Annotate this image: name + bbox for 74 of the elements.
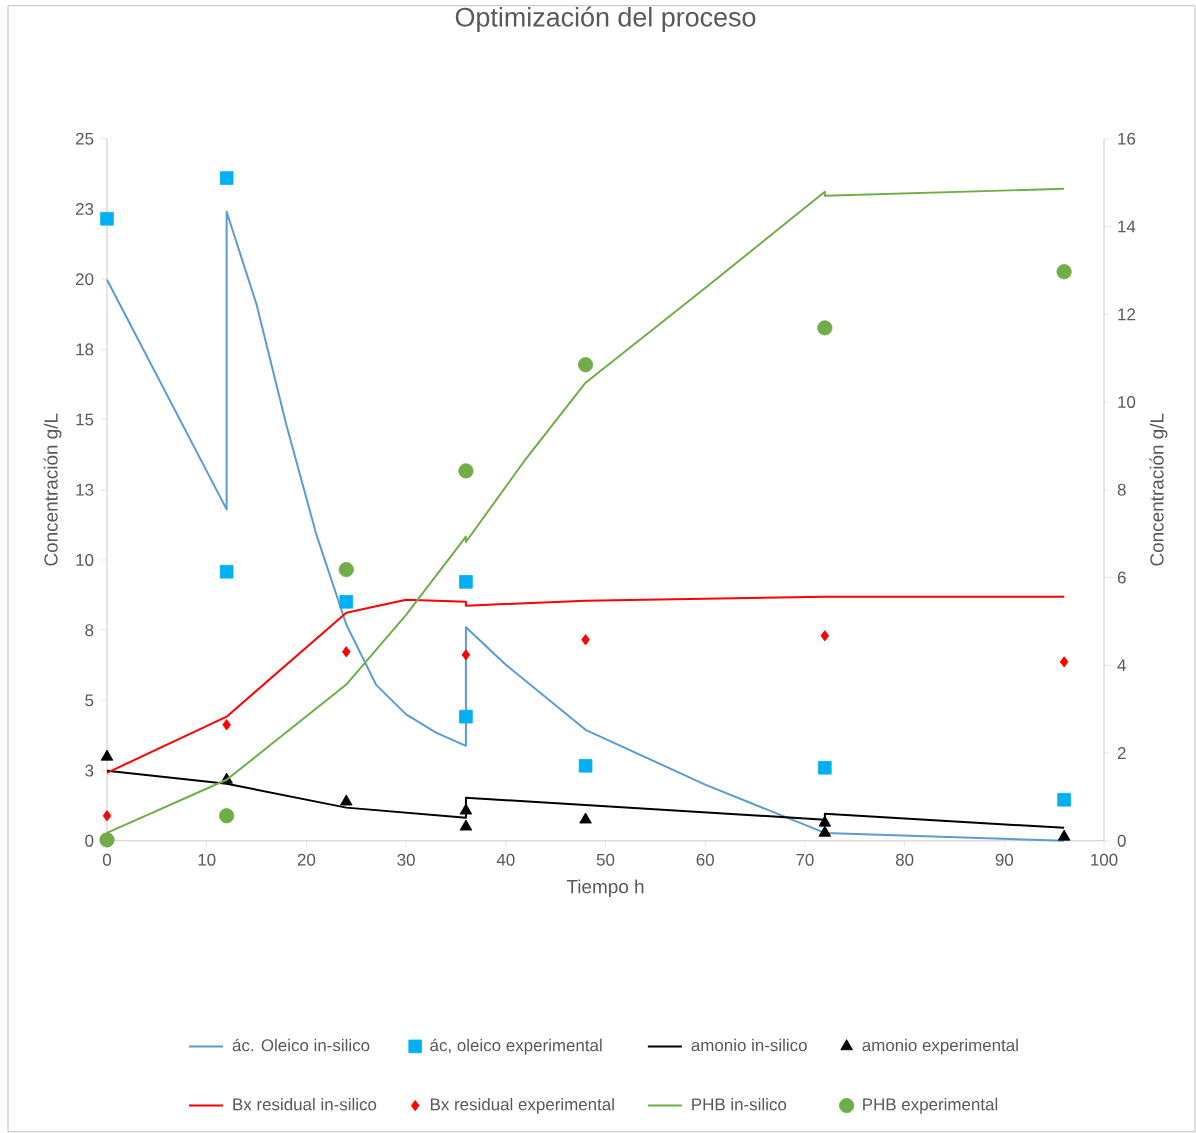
point [222, 719, 231, 731]
y2-tick-label: 6 [1117, 571, 1126, 584]
point [818, 815, 832, 827]
point [579, 812, 592, 824]
y-axis-title: Concentración g/L [43, 413, 62, 566]
point [338, 562, 354, 578]
y2-tick-label: 2 [1117, 747, 1126, 760]
legend-label: amonio experimental [862, 1038, 1018, 1055]
y2-tick-label: 8 [1117, 483, 1126, 496]
x-tick-label: 50 [596, 853, 615, 866]
legend-label: Bx residual in-silico [233, 1098, 377, 1111]
y2-axis-title: Concentración g/L [1149, 413, 1168, 566]
point [100, 212, 114, 226]
y2-tick-label: 12 [1118, 308, 1136, 321]
point [817, 320, 833, 336]
legend-label: PHB in-silico [692, 1098, 787, 1111]
point [581, 634, 590, 646]
point [459, 803, 473, 815]
point [459, 709, 473, 724]
point [578, 759, 593, 773]
point [1057, 793, 1071, 807]
point [459, 575, 473, 589]
y-tick-label: 20 [75, 273, 94, 286]
y-tick-label: 23 [75, 203, 94, 216]
x-tick-label: 20 [297, 853, 316, 866]
legend-label: ác. Oleico in-silico [232, 1038, 370, 1052]
legend-label: ác, oleico experimental [430, 1038, 602, 1055]
point [461, 649, 471, 661]
y2-tick-label: 16 [1118, 132, 1136, 145]
point [100, 749, 114, 761]
y2-tick-label: 0 [1117, 834, 1126, 847]
y-tick-label: 8 [85, 624, 94, 637]
y2-tick-label: 10 [1118, 396, 1136, 409]
y-tick-label: 3 [85, 764, 94, 777]
y2-tick-label: 14 [1118, 220, 1136, 233]
y-tick-label: 13 [76, 483, 94, 496]
x-tick-label: 100 [1091, 853, 1118, 866]
point [820, 630, 830, 642]
point [1057, 829, 1071, 841]
y-tick-label: 15 [76, 413, 94, 426]
legend-label: PHB experimental [863, 1098, 998, 1114]
point [459, 819, 473, 831]
point [219, 565, 234, 579]
point [818, 761, 832, 775]
point [818, 825, 832, 837]
x-tick-label: 40 [496, 853, 515, 866]
x-tick-label: 70 [796, 853, 814, 866]
chart-title: Optimización del proceso [455, 6, 756, 33]
x-tick-label: 60 [696, 853, 714, 866]
x-tick-label: 10 [198, 853, 216, 866]
point [342, 646, 351, 658]
y2-tick-label: 4 [1117, 659, 1126, 672]
y-tick-label: 0 [85, 834, 94, 847]
point [219, 808, 235, 824]
x-tick-label: 80 [895, 853, 914, 866]
point [102, 810, 112, 822]
x-tick-label: 90 [995, 853, 1014, 866]
point [1056, 264, 1072, 280]
point [339, 595, 354, 609]
legend-label: Bx residual experimental [430, 1098, 614, 1114]
y-tick-label: 10 [76, 554, 94, 567]
y-tick-label: 18 [76, 343, 94, 356]
y-tick-label: 25 [75, 132, 94, 145]
point [340, 794, 353, 806]
legend-label: amonio in-silico [691, 1038, 807, 1052]
point [219, 171, 234, 185]
point [99, 832, 115, 848]
point [578, 357, 594, 373]
y-tick-label: 5 [85, 694, 94, 707]
point [458, 463, 474, 479]
x-tick-label: 30 [397, 853, 415, 866]
point [1059, 656, 1069, 668]
x-axis-title: Tiempo h [566, 879, 644, 898]
x-tick-label: 0 [102, 853, 112, 866]
